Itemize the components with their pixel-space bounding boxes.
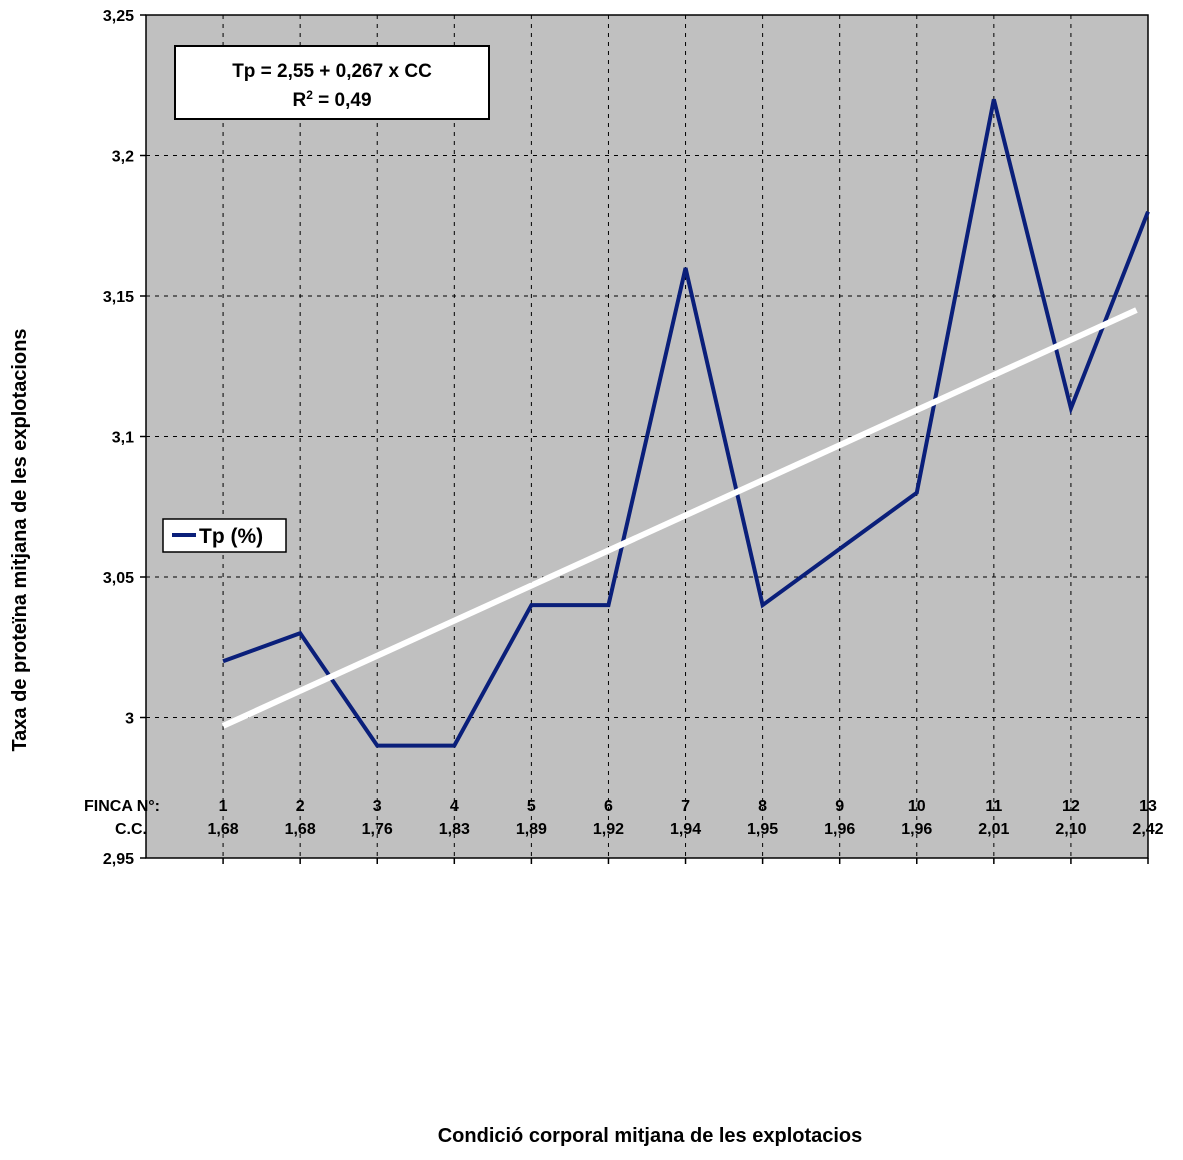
x-tick-label-cc: 1,83 bbox=[439, 821, 470, 838]
x-tick-label-cc: 1,68 bbox=[285, 821, 316, 838]
x-tick-label-finca: 2 bbox=[296, 798, 305, 815]
x-tick-label-finca: 8 bbox=[758, 798, 767, 815]
equation-text: Tp = 2,55 + 0,267 x CC bbox=[232, 61, 432, 82]
series-layer bbox=[221, 98, 1150, 748]
x-tick-label-finca: 1 bbox=[219, 798, 228, 815]
legend-label: Tp (%) bbox=[199, 525, 263, 548]
x-tick-label-cc: 1,76 bbox=[362, 821, 393, 838]
y-tick-label: 3,05 bbox=[103, 570, 134, 587]
x-tick-label-cc: 2,10 bbox=[1055, 821, 1086, 838]
y-tick-label: 3,2 bbox=[112, 149, 134, 166]
row-label-finca: FINCA N°: bbox=[84, 798, 160, 815]
x-tick-label-cc: 2,42 bbox=[1132, 821, 1163, 838]
x-tick-label-cc: 1,96 bbox=[901, 821, 932, 838]
x-tick-label-cc: 2,01 bbox=[978, 821, 1009, 838]
x-tick-label-finca: 7 bbox=[681, 798, 690, 815]
y-tick-label: 3,15 bbox=[103, 289, 134, 306]
y-axis-ticks: 2,95 3 3,05 3,1 3,15 3,2 3,25 bbox=[103, 8, 146, 868]
x-axis-title: Condició corporal mitjana de les explota… bbox=[438, 1125, 863, 1147]
x-tick-label-cc: 1,89 bbox=[516, 821, 547, 838]
x-tick-label-finca: 13 bbox=[1139, 798, 1157, 815]
x-tick-label-finca: 5 bbox=[527, 798, 536, 815]
y-tick-label: 3,25 bbox=[103, 8, 134, 25]
y-axis-title: Taxa de proteïna mitjana de les explotac… bbox=[9, 328, 31, 751]
regression-equation-box: Tp = 2,55 + 0,267 x CC R2 = 0,49 bbox=[174, 45, 490, 120]
x-tick-label-finca: 12 bbox=[1062, 798, 1080, 815]
x-tick-label-cc: 1,92 bbox=[593, 821, 624, 838]
series-line-tp bbox=[222, 98, 1150, 748]
x-tick-label-finca: 3 bbox=[373, 798, 382, 815]
x-tick-label-cc: 1,94 bbox=[670, 821, 701, 838]
y-tick-label: 3 bbox=[125, 711, 134, 728]
y-tick-label: 3,1 bbox=[112, 430, 134, 447]
r-squared-text: R2 = 0,49 bbox=[292, 88, 371, 111]
x-tick-label-cc: 1,96 bbox=[824, 821, 855, 838]
row-label-cc: C.C. bbox=[115, 821, 147, 838]
y-tick-label: 2,95 bbox=[103, 851, 134, 868]
x-tick-label-finca: 6 bbox=[604, 798, 613, 815]
x-tick-label-finca: 10 bbox=[908, 798, 926, 815]
x-tick-label-finca: 11 bbox=[985, 798, 1002, 815]
grid-lines bbox=[146, 15, 1148, 858]
x-tick-label-cc: 1,95 bbox=[747, 821, 778, 838]
legend: Tp (%) bbox=[162, 518, 287, 553]
x-axis-ticks: 1 1,68 2 1,68 3 1,76 4 1,83 5 1,89 6 1,92 7 1,94 8 1,95… bbox=[208, 798, 1164, 864]
trendline bbox=[221, 307, 1138, 729]
x-tick-label-cc: 1,68 bbox=[208, 821, 239, 838]
x-tick-label-finca: 9 bbox=[835, 798, 844, 815]
x-tick-label-finca: 4 bbox=[450, 798, 459, 815]
